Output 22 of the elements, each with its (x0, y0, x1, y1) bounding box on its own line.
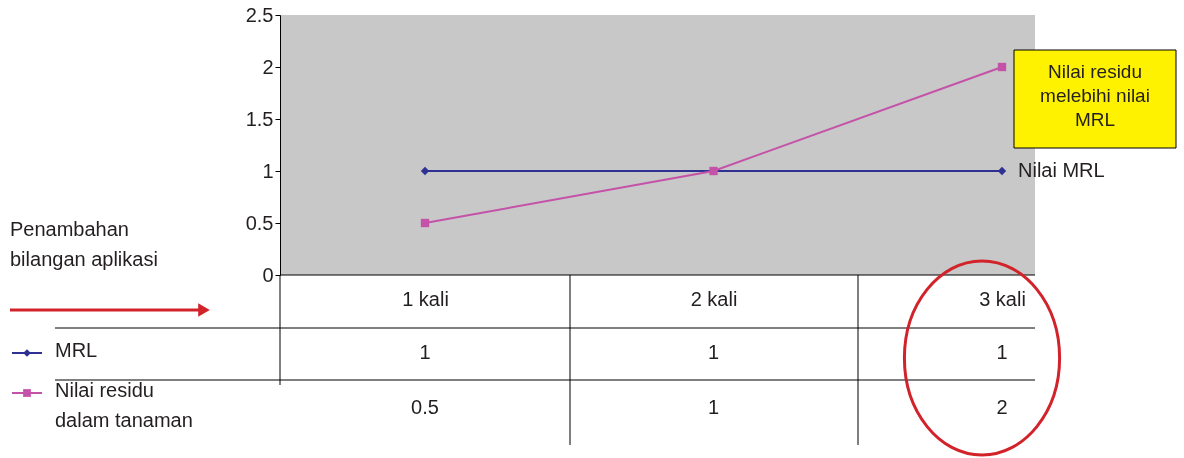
x-tick-label: 1 kali (402, 287, 449, 310)
data-label: 1 (419, 341, 431, 363)
y-tick-label: 0.5 (245, 211, 274, 234)
data-label: 0.5 (411, 396, 439, 418)
data-label: 2 (996, 396, 1008, 418)
y-tick-label: 2 (262, 55, 274, 78)
x-tick-label: 2 kali (690, 287, 738, 310)
annotation: Nilai residu melebihi nilai MRL (1040, 61, 1150, 130)
y-tick-label: 2.5 (245, 3, 274, 26)
y-tick-label: 0 (262, 263, 274, 286)
y-tick-label: 1 (262, 159, 274, 182)
legend-label: MRL (55, 339, 98, 361)
legend-label: Nilai residu dalam tanaman (55, 379, 193, 431)
point (420, 218, 430, 228)
point (997, 62, 1007, 72)
data-label: 1 (707, 341, 720, 363)
data-label: 1 (996, 341, 1008, 363)
text: Penambahan bilangan aplikasi (10, 218, 158, 270)
data-label: 1 (707, 396, 720, 418)
y-tick-label: 1.5 (245, 107, 274, 130)
annotation: Nilai MRL (1018, 159, 1105, 181)
x-tick-label: 3 kali (979, 287, 1026, 310)
